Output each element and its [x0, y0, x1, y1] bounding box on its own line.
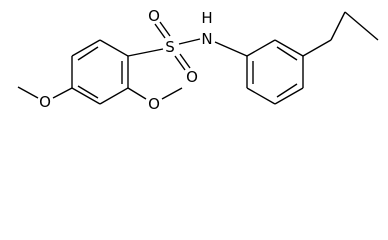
bond	[71, 39, 101, 57]
bond	[344, 11, 379, 41]
bond	[17, 86, 39, 99]
bond	[154, 23, 166, 39]
atom-label: H	[201, 9, 212, 27]
bond-inner	[276, 46, 298, 61]
bond	[179, 53, 191, 69]
bond-inner	[77, 46, 99, 61]
bond	[274, 39, 304, 57]
bond	[71, 87, 101, 105]
bond	[127, 87, 147, 100]
bond	[274, 87, 304, 105]
bond	[52, 87, 73, 99]
atom-label: O	[148, 95, 160, 113]
atom-label: S	[165, 38, 175, 56]
bond	[330, 11, 346, 41]
bond-inner	[276, 83, 298, 98]
atom-label: O	[148, 7, 160, 25]
bond	[246, 39, 276, 57]
molecule-diagram: S O O N H O O	[17, 7, 379, 113]
bond	[127, 48, 164, 57]
bond	[178, 38, 201, 45]
bond	[214, 41, 248, 57]
bond	[174, 55, 186, 71]
bond	[99, 39, 129, 57]
atom-label: O	[39, 93, 51, 111]
bond	[99, 87, 129, 105]
bond-inner	[77, 85, 99, 99]
atom-label: N	[201, 30, 212, 48]
bond	[161, 87, 183, 100]
bond	[159, 21, 171, 37]
atom-label: O	[186, 68, 198, 86]
bonds	[17, 11, 379, 105]
bond	[246, 87, 276, 105]
bond	[302, 39, 332, 57]
